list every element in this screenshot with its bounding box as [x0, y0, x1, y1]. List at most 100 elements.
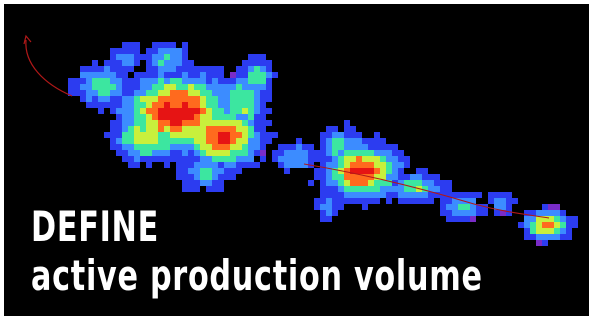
heatmap-cell: [176, 174, 182, 180]
heatmap-cell: [206, 114, 212, 120]
heatmap-cell: [218, 126, 224, 132]
heatmap-cell: [116, 96, 122, 102]
heatmap-cell: [338, 144, 344, 150]
heatmap-cell: [350, 186, 356, 192]
heatmap-cell: [134, 126, 140, 132]
heatmap-cell: [356, 132, 362, 138]
heatmap-cell: [110, 54, 116, 60]
heatmap-cell: [458, 192, 464, 198]
heatmap-cell: [230, 84, 236, 90]
heatmap-cell: [242, 132, 248, 138]
heatmap-cell: [188, 138, 194, 144]
heatmap-cell: [434, 186, 440, 192]
heatmap-cell: [116, 144, 122, 150]
heatmap-cell: [320, 204, 326, 210]
heatmap-cell: [254, 54, 260, 60]
heatmap-cell: [452, 210, 458, 216]
heatmap-cell: [308, 144, 314, 150]
heatmap-cell: [176, 60, 182, 66]
heatmap-cell: [212, 138, 218, 144]
heatmap-cell: [464, 204, 470, 210]
heatmap-cell: [188, 96, 194, 102]
heatmap-cell: [374, 162, 380, 168]
heatmap-cell: [302, 150, 308, 156]
heatmap-cell: [158, 114, 164, 120]
heatmap-cell: [296, 138, 302, 144]
heatmap-cell: [560, 210, 566, 216]
heatmap-cell: [146, 54, 152, 60]
heatmap-cell: [254, 72, 260, 78]
heatmap-cell: [194, 156, 200, 162]
heatmap-cell: [536, 216, 542, 222]
heatmap-cell: [326, 204, 332, 210]
heatmap-cell: [410, 192, 416, 198]
heatmap-cell: [116, 132, 122, 138]
heatmap-cell: [218, 114, 224, 120]
heatmap-cell: [170, 54, 176, 60]
heatmap-cell: [242, 60, 248, 66]
heatmap-cell: [278, 162, 284, 168]
heatmap-cell: [122, 108, 128, 114]
heatmap-cell: [542, 228, 548, 234]
heatmap-cell: [98, 90, 104, 96]
heatmap-cell: [182, 126, 188, 132]
heatmap-cell: [122, 78, 128, 84]
heatmap-cell: [218, 138, 224, 144]
heatmap-cell: [140, 138, 146, 144]
heatmap-cell: [104, 84, 110, 90]
heatmap-cell: [242, 78, 248, 84]
heatmap-cell: [332, 186, 338, 192]
heatmap-cell: [182, 186, 188, 192]
heatmap-cell: [206, 102, 212, 108]
heatmap-cell: [152, 126, 158, 132]
heatmap-cell: [146, 120, 152, 126]
heatmap-cell: [170, 108, 176, 114]
heatmap-cell: [158, 42, 164, 48]
heatmap-cell: [374, 198, 380, 204]
heatmap-cell: [362, 186, 368, 192]
heatmap-cell: [128, 132, 134, 138]
heatmap-cell: [386, 162, 392, 168]
heatmap-cell: [194, 180, 200, 186]
heatmap-cell: [152, 72, 158, 78]
heatmap-cell: [524, 222, 530, 228]
heatmap-cell: [218, 84, 224, 90]
heatmap-cell: [86, 90, 92, 96]
heatmap-cell: [146, 108, 152, 114]
heatmap-cell: [554, 204, 560, 210]
heatmap-cell: [242, 72, 248, 78]
heatmap-cell: [236, 84, 242, 90]
heatmap-cell: [260, 66, 266, 72]
heatmap-cell: [398, 162, 404, 168]
heatmap-cell: [344, 174, 350, 180]
heatmap-cell: [284, 144, 290, 150]
heatmap-cell: [362, 162, 368, 168]
heatmap-cell: [266, 78, 272, 84]
heatmap-cell: [422, 168, 428, 174]
heatmap-cell: [260, 72, 266, 78]
heatmap-cell: [146, 96, 152, 102]
heatmap-cell: [212, 114, 218, 120]
heatmap-cell: [254, 162, 260, 168]
heatmap-cell: [206, 174, 212, 180]
heatmap-cell: [152, 78, 158, 84]
heatmap-cell: [320, 186, 326, 192]
heatmap-cell: [362, 204, 368, 210]
heatmap-cell: [176, 78, 182, 84]
heatmap-cell: [188, 156, 194, 162]
heatmap-cell: [134, 84, 140, 90]
heatmap-cell: [362, 174, 368, 180]
heatmap-cell: [194, 138, 200, 144]
heatmap-cell: [500, 192, 506, 198]
heatmap-cell: [194, 96, 200, 102]
heatmap-cell: [326, 150, 332, 156]
heatmap-cell: [170, 66, 176, 72]
heatmap-cell: [92, 90, 98, 96]
heatmap-cell: [362, 180, 368, 186]
heatmap-cell: [230, 102, 236, 108]
heatmap-cell: [182, 168, 188, 174]
heatmap-cell: [164, 84, 170, 90]
heatmap-cell: [338, 180, 344, 186]
heatmap-cell: [116, 138, 122, 144]
heatmap-cell: [104, 60, 110, 66]
